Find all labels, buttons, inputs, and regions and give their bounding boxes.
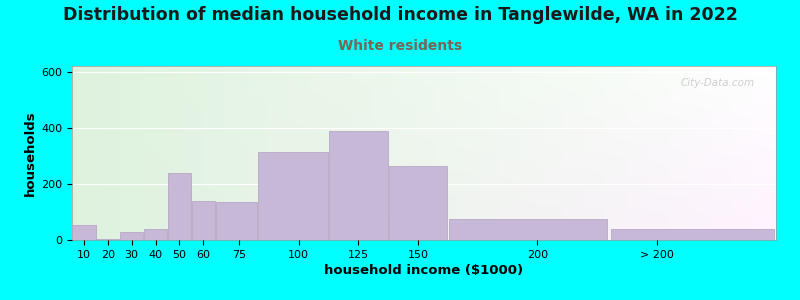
- Bar: [389, 166, 447, 240]
- Bar: [216, 202, 257, 240]
- Text: White residents: White residents: [338, 39, 462, 53]
- Bar: [258, 152, 328, 240]
- Bar: [610, 229, 774, 240]
- Bar: [329, 130, 388, 240]
- Y-axis label: households: households: [24, 110, 37, 196]
- Bar: [168, 172, 191, 240]
- Bar: [72, 225, 96, 240]
- Bar: [191, 201, 215, 240]
- Bar: [144, 229, 167, 240]
- X-axis label: household income ($1000): household income ($1000): [325, 264, 523, 277]
- Bar: [120, 232, 143, 240]
- Text: City-Data.com: City-Data.com: [681, 78, 755, 88]
- Bar: [450, 219, 607, 240]
- Text: Distribution of median household income in Tanglewilde, WA in 2022: Distribution of median household income …: [62, 6, 738, 24]
- Bar: [96, 238, 119, 240]
